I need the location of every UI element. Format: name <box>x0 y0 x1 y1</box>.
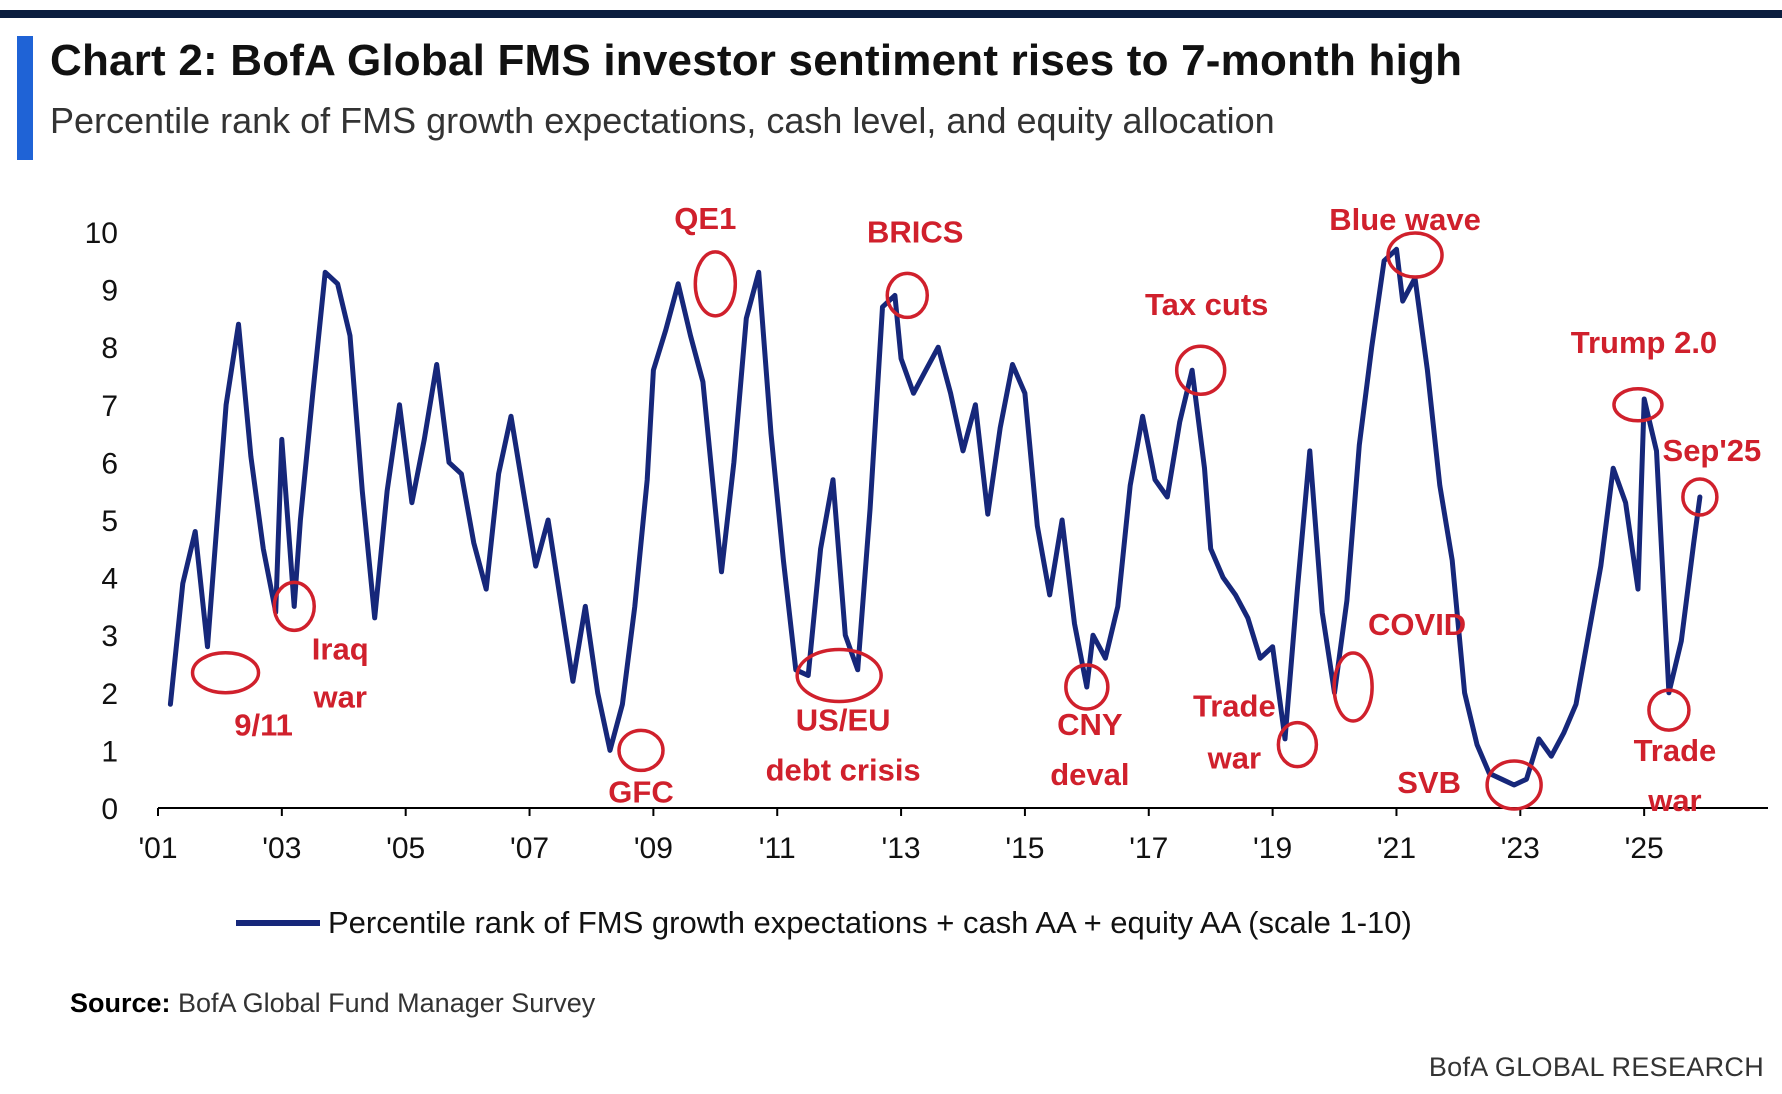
annotation-label: Trump 2.0 <box>1571 325 1717 360</box>
x-tick-label: '25 <box>1625 832 1664 865</box>
x-tick-label: '09 <box>634 832 673 865</box>
x-tick-label: '13 <box>882 832 921 865</box>
annotation-label: COVID <box>1368 607 1466 642</box>
chart-subtitle: Percentile rank of FMS growth expectatio… <box>50 100 1275 141</box>
annotation-label: QE1 <box>674 201 736 236</box>
y-tick-label: 4 <box>101 563 118 596</box>
annotation-circle <box>272 580 316 633</box>
annotation-label: Blue wave <box>1329 202 1481 237</box>
source-label: Source: <box>70 988 171 1018</box>
y-tick-label: 9 <box>101 275 118 308</box>
x-tick-label: '07 <box>510 832 549 865</box>
annotation-circle <box>1647 688 1691 732</box>
annotation-circle <box>1276 720 1319 769</box>
annotation-circle <box>1681 477 1719 517</box>
x-tick-label: '03 <box>262 832 301 865</box>
annotation-circle <box>1174 344 1227 396</box>
legend-label: Percentile rank of FMS growth expectatio… <box>328 905 1412 940</box>
series-line <box>167 246 1703 788</box>
annotation-circle <box>1485 759 1543 811</box>
annotation-label: Iraq <box>312 631 369 666</box>
x-tick-label: '15 <box>1005 832 1044 865</box>
chart-area: 0 1 2 3 4 5 6 7 8 9 10 '01 '03 '05 '07 '09 '11 '13 '15 '17 '… <box>85 201 1768 940</box>
annotation-label: war <box>1647 783 1701 818</box>
y-tick-label: 5 <box>101 505 118 538</box>
annotation-label: US/EU <box>796 703 891 738</box>
y-tick-label: 1 <box>101 735 118 768</box>
annotation-label: debt crisis <box>766 753 921 788</box>
x-tick-label: '05 <box>386 832 425 865</box>
annotation-label: CNY <box>1057 707 1123 742</box>
x-tick-label: '21 <box>1377 832 1416 865</box>
x-tick-label: '19 <box>1253 832 1292 865</box>
annotation-circle <box>885 271 930 320</box>
y-tick-label: 3 <box>101 620 118 653</box>
y-tick-label: 10 <box>85 217 118 250</box>
x-tick-label: '23 <box>1501 832 1540 865</box>
annotation-label: war <box>1207 741 1261 776</box>
x-tick-label: '11 <box>759 832 796 865</box>
annotation-circle <box>617 728 665 773</box>
chart-title: Chart 2: BofA Global FMS investor sentim… <box>50 36 1463 85</box>
annotation-label: Sep'25 <box>1663 433 1762 468</box>
annotation-circle <box>190 650 261 695</box>
y-tick-label: 8 <box>101 332 118 365</box>
source-text: BofA Global Fund Manager Survey <box>170 988 596 1018</box>
annotation-label: Tax cuts <box>1145 287 1268 322</box>
annotation-label: BRICS <box>867 214 963 249</box>
annotation-circle <box>795 647 883 704</box>
annotation-circle <box>1612 387 1664 423</box>
annotation-label: GFC <box>608 774 673 809</box>
annotation-label: Trade <box>1193 689 1276 724</box>
title-accent-bar <box>17 36 33 160</box>
annotation-label: war <box>313 679 367 714</box>
y-tick-label: 6 <box>101 447 118 480</box>
annotation-circle <box>1386 231 1444 279</box>
source-note: Source: BofA Global Fund Manager Survey <box>70 988 595 1019</box>
annotation-label: SVB <box>1397 765 1461 800</box>
annotation-circle <box>693 250 738 318</box>
y-tick-label: 2 <box>101 678 118 711</box>
x-tick-label: '01 <box>138 832 177 865</box>
annotation-label: 9/11 <box>234 708 293 743</box>
y-tick-label: 0 <box>101 793 118 826</box>
top-rule <box>0 10 1782 18</box>
annotation-circle <box>1064 663 1110 711</box>
annotation-label: Trade <box>1634 733 1717 768</box>
y-tick-label: 7 <box>101 390 118 423</box>
brand-footer: BofA GLOBAL RESEARCH <box>1428 1052 1764 1082</box>
annotation-circle <box>1332 651 1374 723</box>
x-tick-label: '17 <box>1129 832 1168 865</box>
annotation-label: deval <box>1050 757 1129 792</box>
